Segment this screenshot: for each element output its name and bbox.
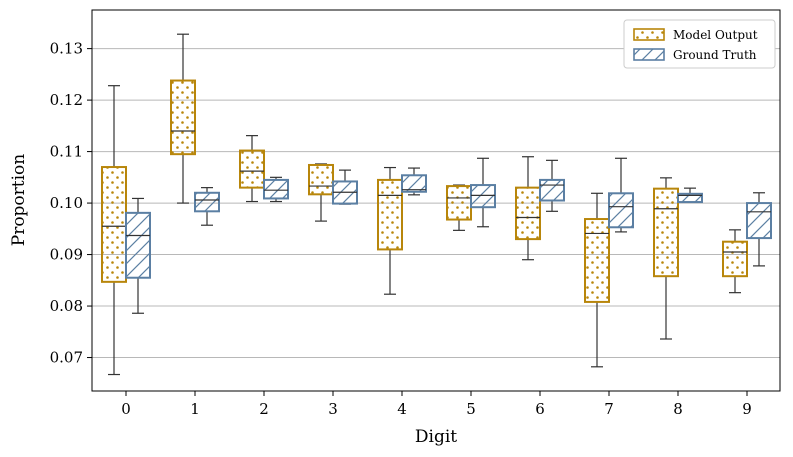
y-axis-label: Proportion (9, 154, 29, 247)
x-tick-label: 6 (535, 400, 545, 418)
y-tick-label: 0.11 (50, 143, 83, 161)
y-tick-label: 0.13 (50, 40, 83, 58)
x-tick-label: 4 (397, 400, 407, 418)
legend-swatch-model-output (633, 28, 665, 41)
y-tick-label: 0.10 (50, 194, 83, 212)
box-body (308, 163, 334, 196)
box-model-output-digit-9 (722, 229, 748, 294)
box-body (125, 211, 151, 279)
plot-frame (91, 9, 781, 392)
x-axis-ticks: 0 1 2 3 4 5 6 7 8 9 (121, 391, 752, 418)
y-tick-label: 0.07 (50, 349, 83, 367)
box-body (653, 187, 679, 278)
box-body (722, 240, 748, 278)
box-model-output-digit-0 (101, 85, 127, 376)
box-ground-truth-digit-7 (608, 157, 634, 233)
box-ground-truth-digit-5 (470, 157, 496, 228)
box-body (263, 178, 289, 200)
legend: Model Output Ground Truth (623, 19, 776, 69)
legend-swatch-ground-truth (633, 48, 665, 61)
y-tick-label: 0.12 (50, 91, 83, 109)
box-body (677, 192, 703, 204)
box-body (515, 186, 541, 241)
box-ground-truth-digit-2 (263, 176, 289, 203)
box-body (101, 166, 127, 283)
legend-label-model-output: Model Output (673, 28, 758, 42)
box-body (539, 178, 565, 202)
box-body (446, 185, 472, 221)
box-body (608, 192, 634, 229)
x-tick-label: 8 (673, 400, 683, 418)
y-tick-label: 0.08 (50, 297, 83, 315)
box-ground-truth-digit-4 (401, 167, 427, 196)
box-model-output-digit-6 (515, 156, 541, 261)
box-ground-truth-digit-1 (194, 187, 220, 226)
x-tick-label: 1 (190, 400, 200, 418)
box-body (170, 79, 196, 156)
x-tick-label: 2 (259, 400, 269, 418)
box-model-output-digit-3 (308, 163, 334, 222)
box-ground-truth-digit-8 (677, 187, 703, 204)
box-body (470, 184, 496, 209)
box-model-output-digit-7 (584, 192, 610, 368)
x-tick-label: 9 (742, 400, 752, 418)
x-tick-label: 3 (328, 400, 338, 418)
box-ground-truth-digit-9 (746, 192, 772, 267)
box-body (584, 218, 610, 303)
box-model-output-digit-5 (446, 184, 472, 231)
box-series (101, 33, 772, 376)
x-tick-label: 7 (604, 400, 614, 418)
box-body (377, 178, 403, 251)
y-axis-ticks: 0.07 0.08 0.09 0.10 0.11 0.12 0.13 (50, 40, 92, 367)
box-body (401, 174, 427, 193)
x-tick-label: 0 (121, 400, 131, 418)
box-ground-truth-digit-6 (539, 159, 565, 212)
y-tick-label: 0.09 (50, 246, 83, 264)
box-model-output-digit-8 (653, 177, 679, 340)
box-model-output-digit-1 (170, 33, 196, 204)
box-ground-truth-digit-3 (332, 169, 358, 205)
box-ground-truth-digit-0 (125, 197, 151, 314)
x-axis-label: Digit (415, 427, 457, 447)
box-body (746, 202, 772, 240)
box-model-output-digit-4 (377, 166, 403, 295)
legend-label-ground-truth: Ground Truth (673, 48, 757, 62)
box-body (239, 149, 265, 189)
box-model-output-digit-2 (239, 135, 265, 203)
box-body (194, 191, 220, 213)
x-tick-label: 5 (466, 400, 476, 418)
